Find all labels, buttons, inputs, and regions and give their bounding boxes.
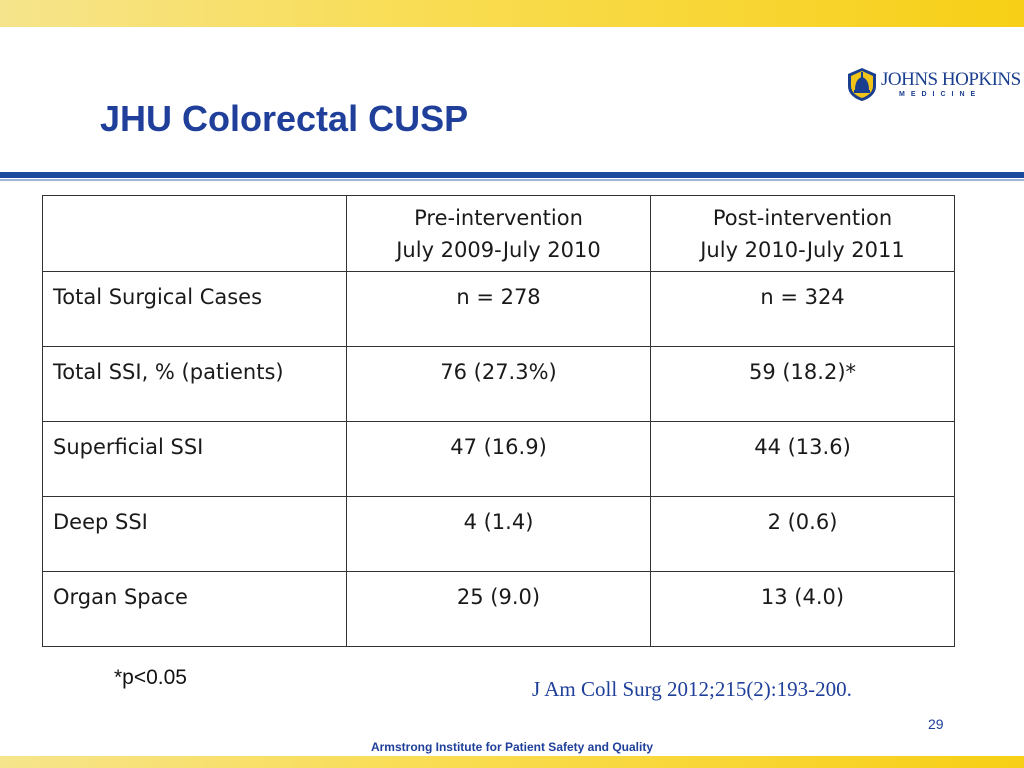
bottom-decorative-band [0, 756, 1024, 768]
table-row: Deep SSI 4 (1.4) 2 (0.6) [42, 496, 955, 572]
page-number: 29 [928, 716, 944, 732]
row-label-cell: Total SSI, % (patients) [42, 346, 347, 422]
table-row: Total SSI, % (patients) 76 (27.3%) 59 (1… [42, 346, 955, 422]
pre-value-cell: 25 (9.0) [346, 571, 651, 647]
pre-value: 47 (16.9) [450, 435, 547, 459]
table-row: Superficial SSI 47 (16.9) 44 (13.6) [42, 421, 955, 497]
post-value-cell: n = 324 [650, 271, 955, 347]
post-value: 2 (0.6) [767, 510, 838, 534]
post-value: n = 324 [760, 285, 845, 309]
post-value-cell: 13 (4.0) [650, 571, 955, 647]
row-label-cell: Superficial SSI [42, 421, 347, 497]
header-pre-line2: July 2009-July 2010 [396, 238, 601, 262]
row-label: Deep SSI [53, 510, 148, 534]
ssi-results-table: Pre-intervention July 2009-July 2010 Pos… [42, 195, 955, 647]
post-value-cell: 44 (13.6) [650, 421, 955, 497]
post-value: 13 (4.0) [760, 585, 845, 609]
slide-title: JHU Colorectal CUSP [100, 98, 469, 139]
header-cell-pre: Pre-intervention July 2009-July 2010 [346, 195, 651, 272]
post-value-cell: 2 (0.6) [650, 496, 955, 572]
footer-institute: Armstrong Institute for Patient Safety a… [370, 740, 654, 754]
title-divider [0, 172, 1024, 178]
table-row: Organ Space 25 (9.0) 13 (4.0) [42, 571, 955, 647]
pre-value-cell: 76 (27.3%) [346, 346, 651, 422]
logo-name: JOHNS HOPKINS [881, 69, 1021, 90]
pre-value-cell: 4 (1.4) [346, 496, 651, 572]
row-label: Organ Space [53, 585, 188, 609]
johns-hopkins-logo: JOHNS HOPKINS MEDICINE [845, 66, 1021, 102]
top-decorative-band [0, 0, 1024, 27]
row-label-cell: Organ Space [42, 571, 347, 647]
header-cell-empty [42, 195, 347, 272]
title-divider-thin [0, 179, 1024, 181]
pre-value: 76 (27.3%) [440, 360, 557, 384]
row-label: Total SSI, % (patients) [53, 360, 284, 384]
pre-value: n = 278 [456, 285, 541, 309]
header-post-line1: Post-intervention [712, 206, 893, 230]
journal-citation: J Am Coll Surg 2012;215(2):193-200. [532, 677, 852, 701]
significance-footnote: *p<0.05 [114, 666, 187, 689]
pre-value: 25 (9.0) [456, 585, 541, 609]
logo-subtitle: MEDICINE [899, 91, 982, 98]
post-value-cell: 59 (18.2)* [650, 346, 955, 422]
table-row: Total Surgical Cases n = 278 n = 324 [42, 271, 955, 347]
table-header-row: Pre-intervention July 2009-July 2010 Pos… [42, 195, 955, 272]
pre-value-cell: 47 (16.9) [346, 421, 651, 497]
dome-seal-icon [848, 68, 876, 101]
header-post-line2: July 2010-July 2011 [700, 238, 905, 262]
pre-value-cell: n = 278 [346, 271, 651, 347]
pre-value: 4 (1.4) [463, 510, 534, 534]
row-label: Total Surgical Cases [53, 285, 263, 309]
row-label-cell: Deep SSI [42, 496, 347, 572]
post-value: 44 (13.6) [754, 435, 851, 459]
post-value: 59 (18.2)* [748, 360, 857, 384]
row-label-cell: Total Surgical Cases [42, 271, 347, 347]
header-pre-line1: Pre-intervention [414, 206, 583, 230]
row-label: Superficial SSI [53, 435, 204, 459]
header-cell-post: Post-intervention July 2010-July 2011 [650, 195, 955, 272]
